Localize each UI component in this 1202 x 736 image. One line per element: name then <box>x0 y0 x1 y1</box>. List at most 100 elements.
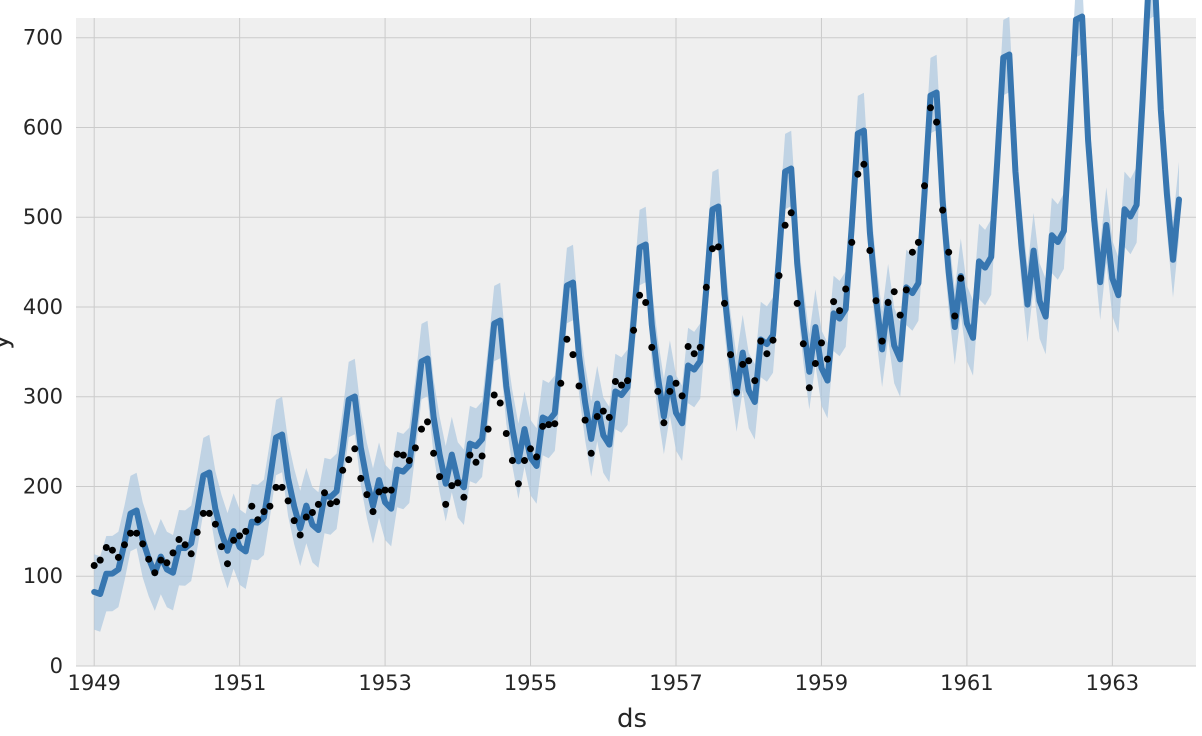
observation-point <box>575 382 583 390</box>
observation-point <box>618 381 625 389</box>
observation-point <box>860 160 868 168</box>
observation-point <box>666 387 674 395</box>
observation-point <box>939 206 947 214</box>
observation-point <box>266 502 274 510</box>
observation-point <box>539 422 547 430</box>
observation-point <box>230 536 238 544</box>
observation-point <box>557 379 565 387</box>
observation-point <box>927 104 934 112</box>
observation-point <box>787 209 795 217</box>
observation-point <box>163 559 171 567</box>
plot-background <box>76 18 1196 666</box>
observation-point <box>363 491 371 499</box>
observation-point <box>921 182 928 190</box>
observation-point <box>145 555 153 563</box>
y-tick-label: 0 <box>50 654 63 678</box>
observation-point <box>224 560 231 568</box>
observation-point <box>836 307 844 315</box>
observation-point <box>321 489 328 497</box>
observation-point <box>818 339 825 347</box>
observation-point <box>181 541 189 549</box>
observation-point <box>605 413 613 421</box>
observation-point <box>721 299 728 307</box>
observation-point <box>169 549 177 557</box>
observation-point <box>314 500 322 508</box>
observation-point <box>636 291 644 299</box>
observation-point <box>187 550 195 558</box>
observation-point <box>733 388 741 396</box>
y-tick-label: 400 <box>23 295 63 319</box>
observation-point <box>127 529 134 537</box>
observation-point <box>599 407 607 415</box>
observation-point <box>587 449 595 457</box>
y-tick-label: 200 <box>23 474 63 498</box>
y-tick-label: 600 <box>23 115 63 139</box>
x-tick-label: 1961 <box>940 671 993 695</box>
observation-point <box>175 536 183 543</box>
observation-point <box>811 360 819 367</box>
observation-point <box>563 335 571 343</box>
observation-point <box>642 299 650 306</box>
x-tick-label: 1951 <box>213 671 266 695</box>
observation-point <box>727 351 734 359</box>
observation-point <box>957 274 965 282</box>
observation-point <box>527 445 534 453</box>
observation-point <box>436 473 444 481</box>
observation-point <box>448 482 456 490</box>
observation-point <box>890 288 898 296</box>
observation-point <box>199 509 207 517</box>
observation-point <box>205 509 213 517</box>
observation-point <box>478 452 486 460</box>
y-axis-label: y <box>0 334 15 349</box>
observation-point <box>872 297 880 305</box>
observation-point <box>824 355 831 363</box>
observation-point <box>848 238 856 246</box>
observation-point <box>345 456 353 464</box>
observation-point <box>593 413 601 420</box>
observation-point <box>290 517 298 525</box>
observation-point <box>739 360 747 368</box>
observation-point <box>308 509 316 516</box>
y-tick-label: 300 <box>23 385 63 409</box>
observation-point <box>90 562 98 569</box>
observation-point <box>302 513 310 521</box>
observation-point <box>896 311 904 319</box>
observation-point <box>854 170 862 178</box>
observation-point <box>684 343 692 350</box>
observation-point <box>611 378 619 385</box>
observation-point <box>502 430 510 437</box>
observation-point <box>690 350 698 358</box>
observation-point <box>254 516 262 524</box>
observation-point <box>933 118 941 126</box>
observation-point <box>211 520 219 528</box>
observation-point <box>278 483 286 491</box>
observation-point <box>908 248 916 256</box>
observation-point <box>672 379 680 387</box>
observation-point <box>296 531 304 539</box>
observation-point <box>236 532 244 540</box>
observation-point <box>648 343 656 351</box>
observation-point <box>545 421 553 429</box>
observation-point <box>460 493 468 501</box>
observation-point <box>369 508 377 516</box>
y-tick-label: 700 <box>23 26 63 50</box>
observation-point <box>351 445 359 453</box>
observation-point <box>399 451 407 459</box>
forecast-line <box>91 0 1182 597</box>
observation-point <box>327 500 334 508</box>
observation-point <box>375 488 383 496</box>
observation-point <box>339 466 347 474</box>
observation-point <box>763 350 771 358</box>
y-axis-ticks: 0 100 200 300 400 500 600 700 <box>23 26 63 678</box>
observation-point <box>114 553 122 561</box>
observation-point <box>702 283 710 291</box>
observation-point <box>884 299 892 306</box>
observation-point <box>775 272 783 280</box>
observation-point <box>708 245 716 253</box>
x-tick-label: 1963 <box>1086 671 1139 695</box>
observation-point <box>745 357 753 365</box>
observation-point <box>508 457 516 464</box>
observation-point <box>424 418 431 426</box>
observation-point <box>521 457 528 464</box>
